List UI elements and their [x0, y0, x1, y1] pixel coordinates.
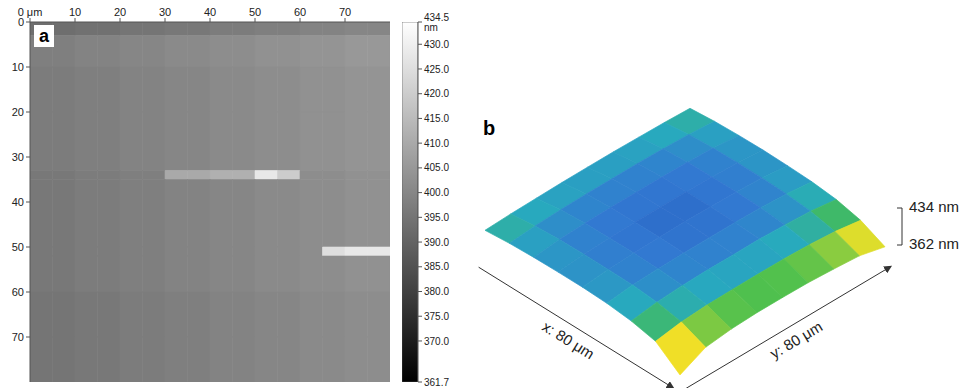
svg-text:410.0: 410.0	[424, 138, 449, 149]
svg-text:40: 40	[12, 196, 24, 208]
svg-text:425.0: 425.0	[424, 64, 449, 75]
svg-text:370.0: 370.0	[424, 336, 449, 347]
svg-text:0 μm: 0 μm	[17, 6, 43, 18]
svg-text:434 nm: 434 nm	[909, 198, 959, 215]
svg-text:385.0: 385.0	[424, 261, 449, 272]
svg-text:430.0: 430.0	[424, 39, 449, 50]
svg-text:60: 60	[294, 6, 306, 18]
svg-text:10: 10	[12, 61, 24, 73]
svg-text:b: b	[483, 117, 495, 139]
svg-text:390.0: 390.0	[424, 237, 449, 248]
svg-text:60: 60	[12, 286, 24, 298]
svg-text:30: 30	[159, 6, 171, 18]
svg-text:405.0: 405.0	[424, 162, 449, 173]
svg-text:50: 50	[249, 6, 261, 18]
svg-text:395.0: 395.0	[424, 212, 449, 223]
svg-text:0: 0	[18, 16, 24, 28]
svg-text:361.7: 361.7	[424, 377, 449, 388]
svg-text:420.0: 420.0	[424, 88, 449, 99]
svg-text:380.0: 380.0	[424, 286, 449, 297]
svg-text:20: 20	[12, 106, 24, 118]
svg-text:375.0: 375.0	[424, 311, 449, 322]
svg-text:10: 10	[69, 6, 81, 18]
svg-text:40: 40	[204, 6, 216, 18]
svg-text:362 nm: 362 nm	[909, 235, 959, 252]
svg-text:400.0: 400.0	[424, 187, 449, 198]
svg-text:50: 50	[12, 241, 24, 253]
svg-text:x: 80 μm: x: 80 μm	[539, 318, 597, 363]
html-text:a: a	[39, 26, 49, 46]
svg-text:20: 20	[114, 6, 126, 18]
svg-text:y: 80 μm: y: 80 μm	[767, 318, 825, 362]
svg-text:434.5nm: 434.5nm	[424, 12, 449, 33]
svg-text:30: 30	[12, 151, 24, 163]
svg-text:415.0: 415.0	[424, 113, 449, 124]
svg-text:70: 70	[339, 6, 351, 18]
svg-text:70: 70	[12, 331, 24, 343]
